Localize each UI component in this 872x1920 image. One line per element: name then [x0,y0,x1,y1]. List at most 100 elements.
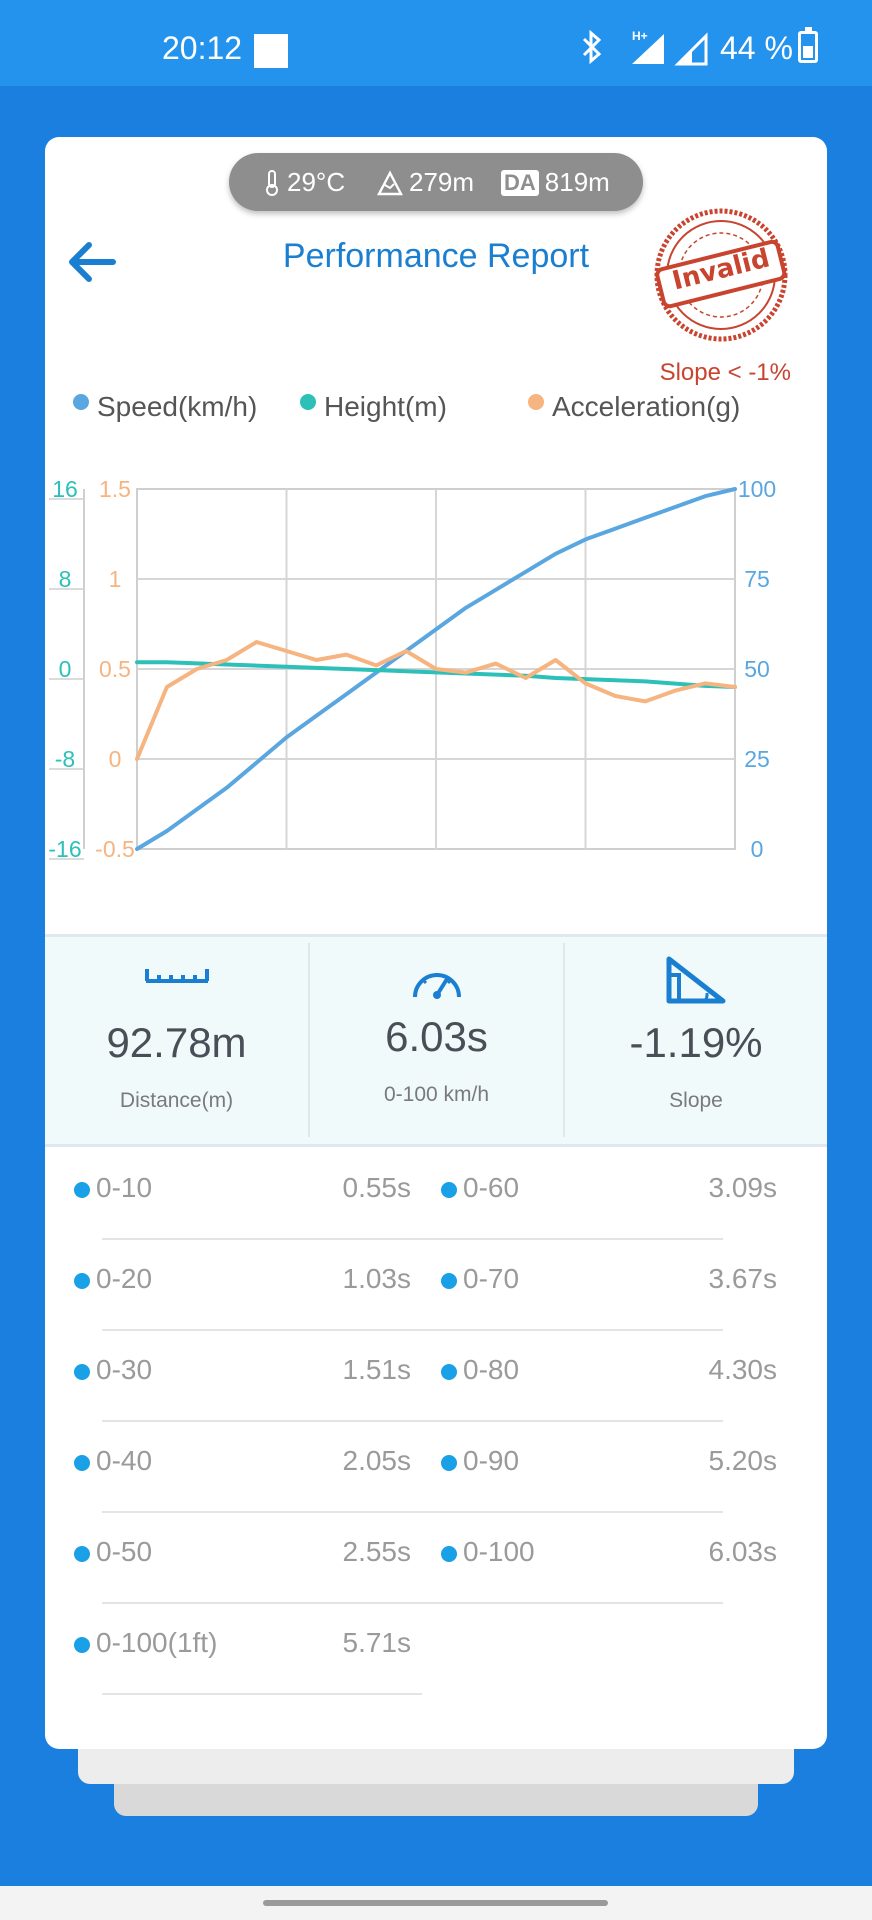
slope-warning: Slope < -1% [659,359,791,386]
bullet-icon [441,1182,457,1198]
split-label: 0-70 [463,1263,520,1294]
split-row: 0-10 0.55s [74,1147,411,1238]
split-time: 3.09s [708,1172,778,1203]
split-row: 0-50 2.55s [74,1511,411,1602]
density-altitude-item: DA 819m [501,167,610,198]
split-row: 0-80 4.30s [441,1329,777,1420]
split-label: 0-100(1ft) [96,1627,218,1658]
acceleration-tick-label: 0.5 [99,656,131,682]
stat-distance: 92.78m Distance(m) [45,937,308,1144]
environment-pill: 29°C 279m DA 819m [229,153,643,211]
network-type: H+ [632,29,648,43]
split-time: 3.67s [708,1263,778,1294]
stats-panel: 92.78m Distance(m) 6.03s 0-100 km/h [45,934,827,1147]
legend-speed: Speed(km/h) [73,391,257,423]
altitude-item: 279m [377,167,474,198]
bullet-icon [441,1546,457,1562]
acceleration-tick-label: 1.5 [99,476,131,502]
split-time: 2.05s [342,1445,412,1476]
stat-acceleration-time: 6.03s 0-100 km/h [310,937,563,1144]
notification-square-icon [254,34,288,68]
acceleration-tick-label: 1 [109,566,122,592]
split-label: 0-100 [463,1536,535,1567]
bullet-icon [74,1364,90,1380]
bullet-icon [74,1273,90,1289]
slope-value: -1.19% [629,1019,763,1066]
split-label: 0-80 [463,1354,520,1385]
split-time: 1.03s [342,1263,412,1294]
altitude-value: 279m [409,167,475,197]
battery-icon [798,27,818,63]
distance-label: Distance(m) [119,1089,234,1112]
speed-tick-label: 100 [738,476,776,502]
split-time: 4.30s [708,1354,778,1385]
bullet-icon [74,1455,90,1471]
split-row: 0-40 2.05s [74,1420,411,1511]
series-line-left [135,660,737,689]
bullet-icon [441,1455,457,1471]
back-arrow-icon[interactable] [61,231,123,293]
acceleration-tick-label: -0.5 [95,836,135,862]
split-row: 0-100 6.03s [441,1511,777,1602]
split-label: 0-50 [96,1536,153,1567]
series-line-left2 [135,640,737,761]
height-tick-label: 8 [59,566,72,592]
height-tick-label: -8 [55,746,75,772]
bullet-icon [74,1182,90,1198]
da-badge: DA [501,169,539,196]
ruler-icon [144,969,209,983]
split-row: 0-90 5.20s [441,1420,777,1511]
invalid-stamp: Invalid [651,205,791,345]
split-time: 1.51s [342,1354,412,1385]
zero-to-hundred-label: 0-100 km/h [383,1083,490,1106]
split-label: 0-40 [96,1445,153,1476]
legend-height-label: Height(m) [324,391,447,422]
split-row: 0-60 3.09s [441,1147,777,1238]
row-divider [102,1693,422,1695]
row-divider [409,1602,723,1604]
legend-speed-dot [73,394,89,410]
speed-tick-label: 75 [744,566,770,592]
report-card: 29°C 279m DA 819m Performance Report Inv… [45,137,827,1749]
density-altitude-value: 819m [544,167,610,197]
split-row: 0-70 3.67s [441,1238,777,1329]
height-tick-label: 16 [52,476,78,502]
speed-tick-label: 25 [744,746,770,772]
row-divider [409,1420,723,1422]
split-time: 2.55s [342,1536,412,1567]
bullet-icon [441,1364,457,1380]
stat-slope: -1.19% Slope [565,937,827,1144]
legend-acceleration-dot [528,394,544,410]
legend-height-dot [300,394,316,410]
row-divider [102,1420,409,1422]
split-label: 0-30 [96,1354,153,1385]
bullet-icon [441,1273,457,1289]
split-row: 0-20 1.03s [74,1238,411,1329]
row-divider [102,1511,409,1513]
height-tick-label: -16 [48,836,81,862]
series-line-right [135,487,737,851]
legend-height: Height(m) [300,391,447,423]
split-row: 0-30 1.51s [74,1329,411,1420]
temperature-item: 29°C [263,167,345,198]
split-time: 5.20s [708,1445,778,1476]
row-divider [409,1329,723,1331]
thermometer-icon [266,169,278,196]
slope-label: Slope [669,1089,723,1112]
signal-icon [674,32,708,66]
row-divider [409,1238,723,1240]
status-bar: 20:12 H+ 44 % [0,0,872,86]
slope-icon [666,956,726,1004]
split-label: 0-10 [96,1172,153,1203]
row-divider [102,1238,409,1240]
mountain-icon [377,169,403,195]
bullet-icon [74,1637,90,1653]
row-divider [102,1602,409,1604]
signal-h-plus-icon: H+ [632,29,664,64]
speedometer-icon [412,973,461,999]
height-tick-label: 0 [59,656,72,682]
stat-divider [308,943,310,1137]
row-divider [409,1511,723,1513]
home-gesture-handle[interactable] [263,1900,608,1906]
split-time: 0.55s [342,1172,412,1203]
